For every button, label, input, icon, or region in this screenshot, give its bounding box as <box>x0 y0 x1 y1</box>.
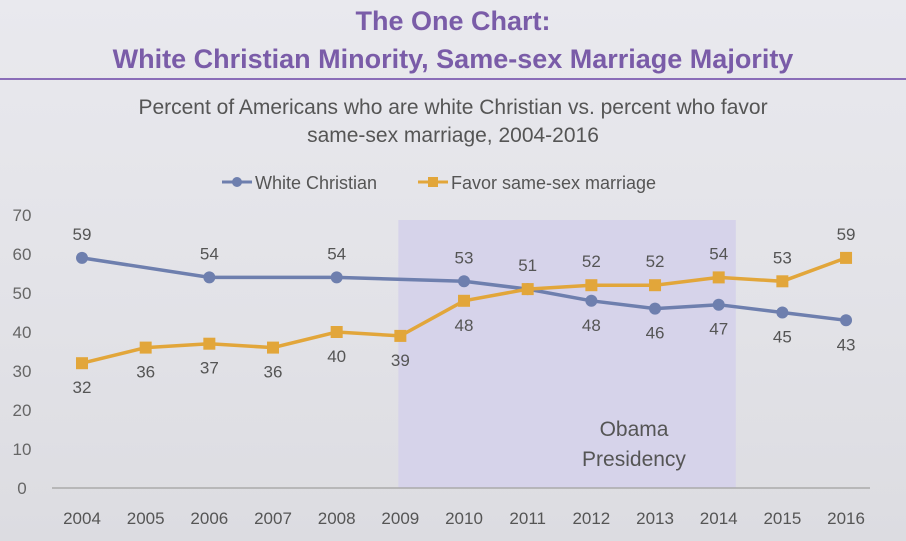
data-label: 46 <box>646 324 665 343</box>
data-point <box>458 294 471 307</box>
data-label: 40 <box>327 347 346 366</box>
data-point <box>840 251 853 264</box>
data-label: 32 <box>73 378 92 397</box>
data-point <box>712 271 725 284</box>
data-point <box>267 341 280 354</box>
legend-label-1: Favor same-sex marriage <box>451 173 656 193</box>
obama-presidency-region <box>398 220 736 488</box>
y-tick-label: 10 <box>13 440 32 459</box>
data-label: 47 <box>709 320 728 339</box>
x-tick-label: 2005 <box>127 509 165 528</box>
title-line-2: White Christian Minority, Same-sex Marri… <box>112 44 794 74</box>
x-tick-label: 2016 <box>827 509 865 528</box>
data-label: 53 <box>773 248 792 267</box>
data-point <box>585 294 598 307</box>
y-tick-label: 50 <box>13 284 32 303</box>
x-tick-label: 2008 <box>318 509 356 528</box>
legend-marker-0 <box>232 177 242 187</box>
y-tick-label: 70 <box>13 206 32 225</box>
data-label: 52 <box>582 252 601 271</box>
x-tick-label: 2014 <box>700 509 738 528</box>
data-point <box>330 271 343 284</box>
data-point <box>776 275 789 288</box>
data-label: 53 <box>455 248 474 267</box>
y-tick-label: 20 <box>13 401 32 420</box>
data-point <box>521 283 534 296</box>
annotation-line-1: Obama <box>600 418 669 441</box>
y-tick-label: 30 <box>13 362 32 381</box>
data-point <box>585 279 598 292</box>
data-point <box>458 275 471 288</box>
x-tick-label: 2015 <box>763 509 801 528</box>
data-point <box>203 337 216 350</box>
data-point <box>776 306 789 319</box>
y-tick-label: 60 <box>13 245 32 264</box>
data-label: 48 <box>455 316 474 335</box>
data-point <box>330 326 343 338</box>
subtitle-line-1: Percent of Americans who are white Chris… <box>138 96 768 119</box>
x-tick-label: 2011 <box>509 509 546 528</box>
y-tick-label: 0 <box>17 479 26 498</box>
x-tick-label: 2006 <box>190 509 228 528</box>
data-label: 52 <box>646 252 665 271</box>
data-point <box>649 279 662 292</box>
title-line-1: The One Chart: <box>355 6 551 36</box>
data-point <box>139 341 152 354</box>
data-label: 37 <box>200 359 219 378</box>
subtitle-line-2: same-sex marriage, 2004-2016 <box>307 124 599 147</box>
series-line-0 <box>81 256 847 323</box>
data-point <box>203 271 216 284</box>
annotation-line-2: Presidency <box>582 448 686 471</box>
x-tick-label: 2013 <box>636 509 674 528</box>
data-point <box>76 251 88 264</box>
x-tick-label: 2010 <box>445 509 483 528</box>
legend-label-0: White Christian <box>255 173 377 193</box>
data-label: 36 <box>264 363 283 382</box>
x-tick-label: 2009 <box>381 509 419 528</box>
x-tick-label: 2004 <box>63 509 101 528</box>
x-tick-label: 2012 <box>572 509 610 528</box>
data-label: 59 <box>73 225 92 244</box>
data-label: 48 <box>582 316 601 335</box>
data-label: 43 <box>837 335 856 354</box>
data-point <box>394 329 407 342</box>
data-label: 39 <box>391 351 410 370</box>
data-label: 54 <box>709 244 728 263</box>
data-point <box>712 298 725 311</box>
data-point <box>649 302 662 315</box>
data-label: 54 <box>327 244 346 263</box>
data-label: 36 <box>136 363 155 382</box>
data-label: 51 <box>518 256 537 275</box>
data-label: 45 <box>773 328 792 347</box>
x-tick-label: 2007 <box>254 509 292 528</box>
data-label: 54 <box>200 244 219 263</box>
legend-marker-1 <box>428 177 438 187</box>
title-divider <box>0 78 906 80</box>
data-label: 59 <box>837 225 856 244</box>
data-point <box>76 357 88 370</box>
data-point <box>840 314 853 327</box>
y-tick-label: 40 <box>13 323 32 342</box>
